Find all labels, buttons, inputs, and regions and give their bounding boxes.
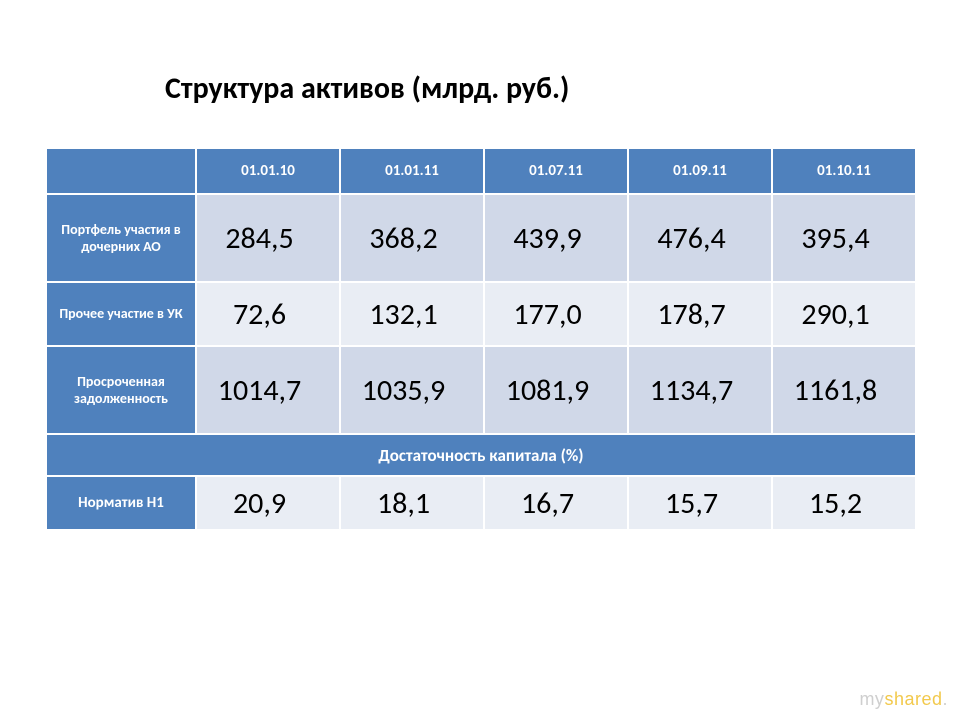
- data-cell: 16,7: [484, 476, 628, 530]
- page-title: Структура активов (млрд. руб.): [165, 70, 915, 107]
- data-cell: 476,4: [628, 194, 772, 282]
- section-row: Достаточность капитала (%): [46, 434, 916, 476]
- data-cell: 1081,9: [484, 346, 628, 434]
- table-row: Норматив Н1 20,9 18,1 16,7 15,7 15,2: [46, 476, 916, 530]
- data-cell: 284,5: [196, 194, 340, 282]
- data-cell: 177,0: [484, 282, 628, 346]
- data-cell: 15,2: [772, 476, 916, 530]
- slide: Структура активов (млрд. руб.) 01.01.10 …: [0, 0, 960, 720]
- col-header: 01.01.10: [196, 148, 340, 194]
- watermark-my: my: [859, 689, 884, 709]
- watermark-dot: .: [942, 689, 948, 709]
- row-label: Норматив Н1: [46, 476, 196, 530]
- data-cell: 1014,7: [196, 346, 340, 434]
- watermark: myshared.: [859, 689, 948, 710]
- data-cell: 132,1: [340, 282, 484, 346]
- data-cell: 290,1: [772, 282, 916, 346]
- table-row: Портфель участия в дочерних АО 284,5 368…: [46, 194, 916, 282]
- col-header: 01.10.11: [772, 148, 916, 194]
- data-cell: 439,9: [484, 194, 628, 282]
- data-cell: 15,7: [628, 476, 772, 530]
- watermark-shared: shared: [884, 689, 942, 709]
- table-header-row: 01.01.10 01.01.11 01.07.11 01.09.11 01.1…: [46, 148, 916, 194]
- row-label: Портфель участия в дочерних АО: [46, 194, 196, 282]
- col-header: 01.01.11: [340, 148, 484, 194]
- data-cell: 18,1: [340, 476, 484, 530]
- asset-table: 01.01.10 01.01.11 01.07.11 01.09.11 01.1…: [45, 147, 917, 531]
- data-cell: 1035,9: [340, 346, 484, 434]
- data-cell: 1161,8: [772, 346, 916, 434]
- row-label: Прочее участие в УК: [46, 282, 196, 346]
- row-label: Просроченная задолженность: [46, 346, 196, 434]
- col-header: 01.09.11: [628, 148, 772, 194]
- data-cell: 368,2: [340, 194, 484, 282]
- data-cell: 178,7: [628, 282, 772, 346]
- data-cell: 20,9: [196, 476, 340, 530]
- col-header: 01.07.11: [484, 148, 628, 194]
- table-row: Просроченная задолженность 1014,7 1035,9…: [46, 346, 916, 434]
- data-cell: 395,4: [772, 194, 916, 282]
- section-label: Достаточность капитала (%): [46, 434, 916, 476]
- data-cell: 1134,7: [628, 346, 772, 434]
- table-row: Прочее участие в УК 72,6 132,1 177,0 178…: [46, 282, 916, 346]
- data-cell: 72,6: [196, 282, 340, 346]
- header-blank: [46, 148, 196, 194]
